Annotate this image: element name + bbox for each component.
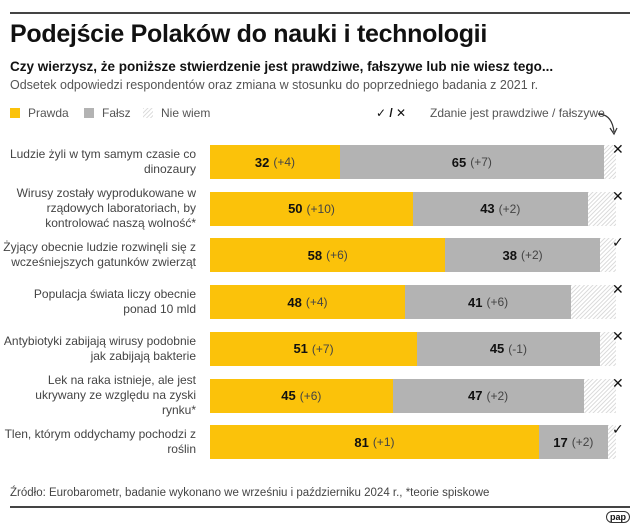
change-label: (+2) [498,201,521,216]
bar-true: 45 (+6) [210,378,393,413]
change-label: (+4) [273,155,296,169]
chart-description: Odsetek odpowiedzi respondentów oraz zmi… [10,78,539,92]
bar-false: 17 (+2) [538,425,608,460]
bar-dontknow [587,191,616,226]
cross-icon: ✕ [612,281,624,298]
value-label: 17 [553,434,568,450]
cross-icon: ✕ [612,187,624,204]
category-label: Populacja świata liczy obecnie ponad 10 … [33,287,196,317]
category-label: Lek na raka istnieje, ale jest ukrywany … [35,373,196,417]
value-label: 47 [468,388,483,403]
cross-icon: ✕ [612,327,624,344]
bar-false: 65 (+7) [339,145,604,179]
bar-true: 48 (+4) [210,285,405,320]
change-label: (+7) [470,155,492,169]
bar-dontknow [603,145,616,179]
bar-dontknow [583,378,616,413]
change-label: (+4) [305,295,328,310]
value-label: 41 [468,294,483,310]
bar-false: 38 (+2) [445,238,600,273]
value-label: 81 [354,434,369,450]
change-label: (+6) [326,248,348,263]
value-label: 38 [502,247,517,263]
value-label: 32 [254,154,270,170]
check-icon: ✓ [612,421,624,438]
legend-false: Fałsz [84,106,131,120]
pap-logo: pap [605,511,630,523]
verdict-symbols: ✓ / ✕ [376,106,407,120]
chart-title: Podejście Polaków do nauki i technologii [10,20,487,48]
bar-true: 32 (+4) [210,145,340,179]
legend-label: Fałsz [102,106,131,120]
legend-true: Prawda [10,106,69,120]
bar-false: 45 (-1) [417,331,600,366]
value-label: 50 [288,201,303,217]
bar-false: 47 (+2) [392,378,584,413]
cross-icon: ✕ [612,374,624,391]
bottom-rule [10,506,630,508]
category-label: Ludzie żyli w tym samym czasie co dinoza… [9,147,196,176]
category-label: Tlen, którym oddychamy pochodzi z roślin [4,427,196,457]
bar-false: 43 (+2) [413,191,588,226]
source-note: Źródło: Eurobarometr, badanie wykonano w… [10,487,490,499]
value-label: 45 [489,341,505,357]
change-label: (+2) [520,248,543,263]
top-rule [10,12,630,14]
chart-subtitle: Czy wierzysz, że poniższe stwierdzenie j… [10,59,554,74]
category-label: Wirusy zostały wyprodukowane w rządowych… [16,186,196,231]
cross-icon: ✕ [612,141,624,157]
category-label: Antybiotyki zabijają wirusy podobnie jak… [3,333,196,363]
change-label: (+7) [311,341,334,356]
change-label: (+6) [299,388,322,403]
check-icon: ✓ [612,234,624,251]
change-label: (+10) [306,201,335,216]
bar-false: 41 (+6) [404,285,572,320]
value-label: 58 [307,247,323,263]
bar-dontknow [599,238,616,273]
bar-dontknow [571,285,616,320]
legend-dontknow: Nie wiem [143,106,210,120]
bar-true: 50 (+10) [210,191,413,226]
bar-true: 58 (+6) [210,238,446,273]
bar-true: 51 (+7) [210,331,418,366]
change-label: (+2) [571,435,594,450]
change-label: (+2) [486,388,509,403]
bar-dontknow [599,331,616,366]
change-label: (-1) [508,341,527,356]
arrow-icon [597,113,618,136]
verdict-legend-label: Zdanie jest prawdziwe / fałszywe [430,106,605,120]
value-label: 45 [281,388,296,403]
bar-dontknow [607,425,616,460]
value-label: 51 [293,341,308,357]
value-label: 48 [287,294,302,310]
change-label: (+6) [486,295,509,310]
change-label: (+1) [372,435,395,450]
value-label: 65 [451,154,467,170]
bar-true: 81 (+1) [210,425,539,460]
value-label: 43 [480,201,495,217]
legend-label: Prawda [28,106,69,120]
legend-label: Nie wiem [161,106,211,120]
category-label: Żyjący obecnie ludzie rozwinęli się z wc… [3,240,196,270]
